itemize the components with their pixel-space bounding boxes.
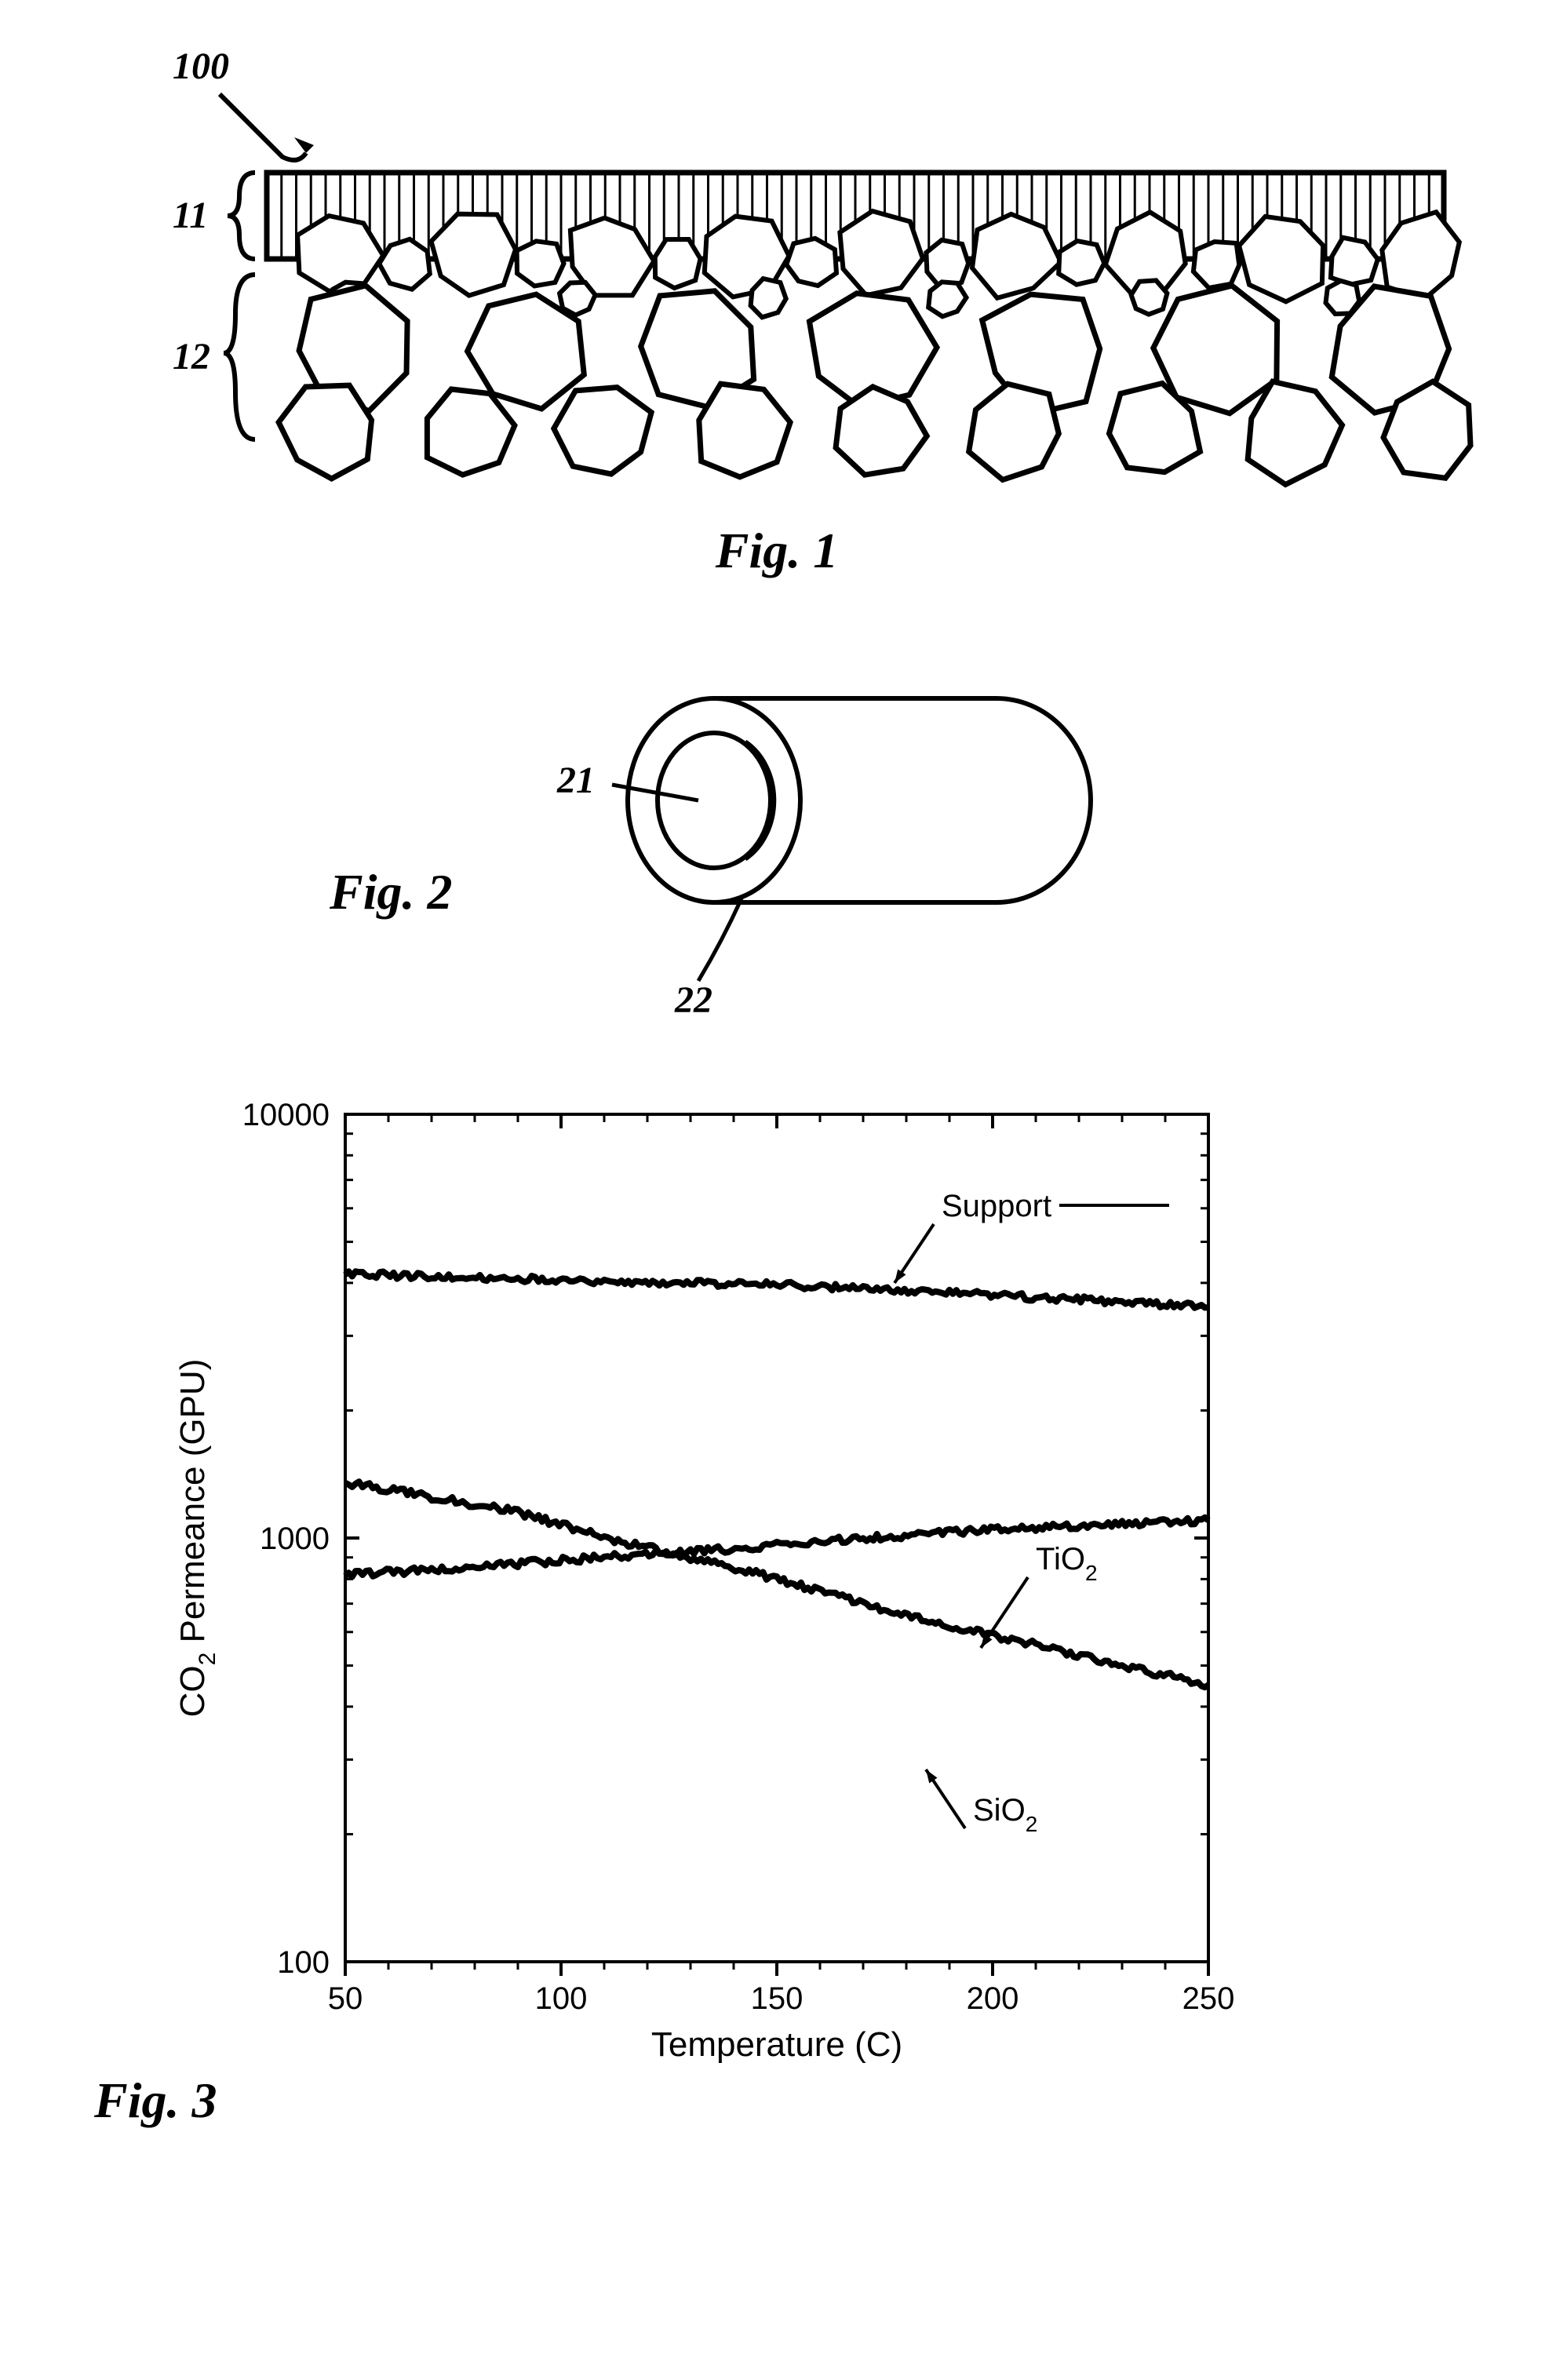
ref100-arrow: [220, 94, 306, 160]
figure-3: 50100150200250 100100010000 SupportTiO2S…: [31, 1083, 1522, 2181]
ref100-arrowhead: [294, 137, 314, 153]
fig3-label: Fig. 3: [94, 2072, 217, 2128]
figure-1: 100 11 12 Fig. 1: [31, 31, 1522, 581]
fig3-svg: 50100150200250 100100010000 SupportTiO2S…: [110, 1083, 1444, 2103]
layer-11-particles: [297, 211, 1459, 301]
fig1-label: Fig. 1: [716, 523, 838, 578]
svg-text:150: 150: [751, 1981, 804, 2016]
svg-text:200: 200: [967, 1981, 1019, 2016]
ref-11: 11: [173, 195, 208, 236]
ref-21: 21: [556, 760, 595, 801]
plot-border: [345, 1114, 1208, 1962]
fig2-label: Fig. 2: [330, 864, 452, 920]
svg-text:100: 100: [277, 1945, 330, 1980]
svg-text:100: 100: [535, 1981, 588, 2016]
ref-100: 100: [173, 46, 229, 87]
brace-12: [224, 275, 255, 439]
fig1-svg: 100 11 12: [31, 31, 1522, 581]
ref-22: 22: [674, 979, 712, 1021]
brace-11: [228, 173, 255, 259]
x-axis-label: Temperature (C): [651, 2025, 902, 2064]
fig2-svg: 21 22: [31, 628, 1522, 1036]
leader-22: [698, 898, 742, 981]
figure-2: 21 22 Fig. 2: [31, 628, 1522, 1036]
svg-text:1000: 1000: [260, 1522, 330, 1556]
svg-text:250: 250: [1182, 1981, 1235, 2016]
svg-text:10000: 10000: [242, 1098, 330, 1132]
ref-12: 12: [173, 336, 210, 377]
layer-12-particles: [279, 279, 1470, 485]
y-axis-label: CO2 Permeance (GPU): [173, 1359, 220, 1718]
svg-text:50: 50: [328, 1981, 363, 2016]
cylinder-group: [612, 698, 1091, 981]
svg-text:Support: Support: [942, 1189, 1051, 1223]
inner-front-ellipse: [658, 733, 771, 868]
